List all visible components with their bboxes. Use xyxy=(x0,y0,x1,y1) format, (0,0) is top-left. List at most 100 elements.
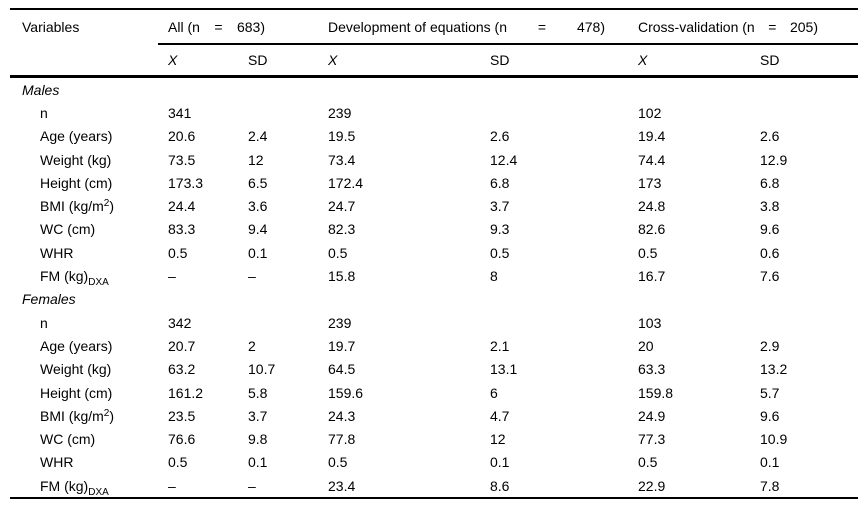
row-label: FM (kg)DXA xyxy=(10,474,158,498)
value-cell: 74.4 xyxy=(638,151,666,168)
value-cell: 5.7 xyxy=(760,384,780,401)
subheader-dev-sd: SD xyxy=(480,44,628,78)
value-cell: 239 xyxy=(328,104,352,121)
table-row: n 341 239 102 xyxy=(10,101,858,124)
row-label-part: WC (cm) xyxy=(40,431,96,448)
value-cell: 0.5 xyxy=(638,454,658,471)
row-label: Age (years) xyxy=(10,334,158,357)
value-cell: 12 xyxy=(490,431,506,448)
row-label-part: Age (years) xyxy=(40,128,113,145)
value-cell: 103 xyxy=(638,314,662,331)
value-cell: 7.6 xyxy=(760,268,780,285)
value-cell: 9.6 xyxy=(760,221,780,238)
table-row: BMI (kg/m2) 23.5 3.7 24.3 4.7 24.9 9.6 xyxy=(10,404,858,427)
group-header-all: All (n = 683) xyxy=(158,9,318,45)
row-label: Height (cm) xyxy=(10,171,158,194)
row-label-part: n xyxy=(40,104,48,121)
value-cell: 20 xyxy=(638,337,654,354)
group-cv-label: Cross-validation (n xyxy=(638,18,755,35)
value-cell: 341 xyxy=(168,104,192,121)
value-cell: 8.6 xyxy=(490,477,510,494)
row-label-part: 2 xyxy=(103,407,110,419)
value-cell: 161.2 xyxy=(168,384,204,401)
value-cell: 9.8 xyxy=(248,431,268,448)
subheader-all-mean: X xyxy=(158,44,238,78)
section-title-row: Females xyxy=(10,288,858,311)
value-cell: 6.8 xyxy=(490,174,510,191)
value-cell: 0.5 xyxy=(638,244,658,261)
value-cell: 63.3 xyxy=(638,361,666,378)
value-cell: 0.5 xyxy=(490,244,510,261)
row-label: Age (years) xyxy=(10,125,158,148)
value-cell xyxy=(750,101,858,124)
group-header-all-text: All (n = 683) xyxy=(168,19,318,35)
row-label-part: n xyxy=(40,314,48,331)
value-cell: 15.8 xyxy=(328,268,356,285)
value-cell xyxy=(750,311,858,334)
value-cell: 9.4 xyxy=(248,221,268,238)
value-cell: 23.4 xyxy=(328,477,356,494)
value-cell: 3.8 xyxy=(760,198,780,215)
subheader-all-sd: SD xyxy=(238,44,318,78)
row-label-part: FM (kg) xyxy=(40,477,89,494)
value-cell: 2 xyxy=(248,337,256,354)
value-cell: 173.3 xyxy=(168,174,204,191)
group-dev-n: 478) xyxy=(576,18,605,35)
descriptive-statistics-table: Variables All (n = 683) Development of e… xyxy=(10,8,858,500)
value-cell: 9.6 xyxy=(760,407,780,424)
group-all-label: All (n xyxy=(168,18,200,35)
value-cell: 6.5 xyxy=(248,174,268,191)
group-all-equals: = xyxy=(214,18,223,35)
group-header-row: Variables All (n = 683) Development of e… xyxy=(10,9,858,78)
value-cell: 13.2 xyxy=(760,361,788,378)
value-cell: 9.3 xyxy=(490,221,510,238)
row-label: Weight (kg) xyxy=(10,358,158,381)
group-cv-n: 205) xyxy=(789,18,818,35)
row-label: BMI (kg/m2) xyxy=(10,194,158,217)
table-body: Males n 341 239 102 Age (years) 20.6 2.4 19.5 2.6… xyxy=(10,77,858,499)
value-cell: 83.3 xyxy=(168,221,196,238)
row-label-part: WHR xyxy=(40,244,74,261)
value-cell: 2.6 xyxy=(760,128,780,145)
paper-table-page: Variables All (n = 683) Development of e… xyxy=(10,8,858,500)
value-cell: 0.5 xyxy=(328,454,348,471)
value-cell: 2.4 xyxy=(248,128,268,145)
row-label: WC (cm) xyxy=(10,427,158,450)
value-cell: 64.5 xyxy=(328,361,356,378)
value-cell: 342 xyxy=(168,314,192,331)
value-cell xyxy=(480,311,628,334)
value-cell: 24.8 xyxy=(638,198,666,215)
value-cell: 173 xyxy=(638,174,662,191)
value-cell: 3.7 xyxy=(248,407,268,424)
value-cell: 19.4 xyxy=(638,128,666,145)
value-cell: 24.3 xyxy=(328,407,356,424)
value-cell: 19.5 xyxy=(328,128,356,145)
section-title: Females xyxy=(22,291,76,308)
row-label: Weight (kg) xyxy=(10,148,158,171)
value-cell: 102 xyxy=(638,104,662,121)
table-row: FM (kg)DXA – –15.8 8 16.7 7.6 xyxy=(10,264,858,288)
value-cell: 20.6 xyxy=(168,128,196,145)
value-cell: – xyxy=(248,268,256,285)
value-cell: 239 xyxy=(328,314,352,331)
value-cell: 23.5 xyxy=(168,407,196,424)
group-header-crossvalidation-text: Cross-validation (n = 205) xyxy=(638,19,858,35)
value-cell: 63.2 xyxy=(168,361,196,378)
value-cell: 77.8 xyxy=(328,431,356,448)
value-cell: 6.8 xyxy=(760,174,780,191)
value-cell: 77.3 xyxy=(638,431,666,448)
value-cell: 0.1 xyxy=(490,454,510,471)
table-row: Height (cm) 161.2 5.8 159.6 6 159.8 5.7 xyxy=(10,381,858,404)
value-cell: 73.4 xyxy=(328,151,356,168)
variables-column-header: Variables xyxy=(10,9,158,78)
table-row: BMI (kg/m2) 24.4 3.6 24.7 3.7 24.8 3.8 xyxy=(10,194,858,217)
value-cell: 82.6 xyxy=(638,221,666,238)
value-cell: 5.8 xyxy=(248,384,268,401)
group-dev-equals: = xyxy=(537,18,547,35)
value-cell: 2.6 xyxy=(490,128,510,145)
subheader-row: X SD X SD X SD xyxy=(10,44,858,78)
value-cell: 22.9 xyxy=(638,477,666,494)
value-cell: 0.6 xyxy=(760,244,780,261)
value-cell: 0.5 xyxy=(168,244,188,261)
table-row: WC (cm) 76.6 9.8 77.8 12 77.3 10.9 xyxy=(10,427,858,450)
